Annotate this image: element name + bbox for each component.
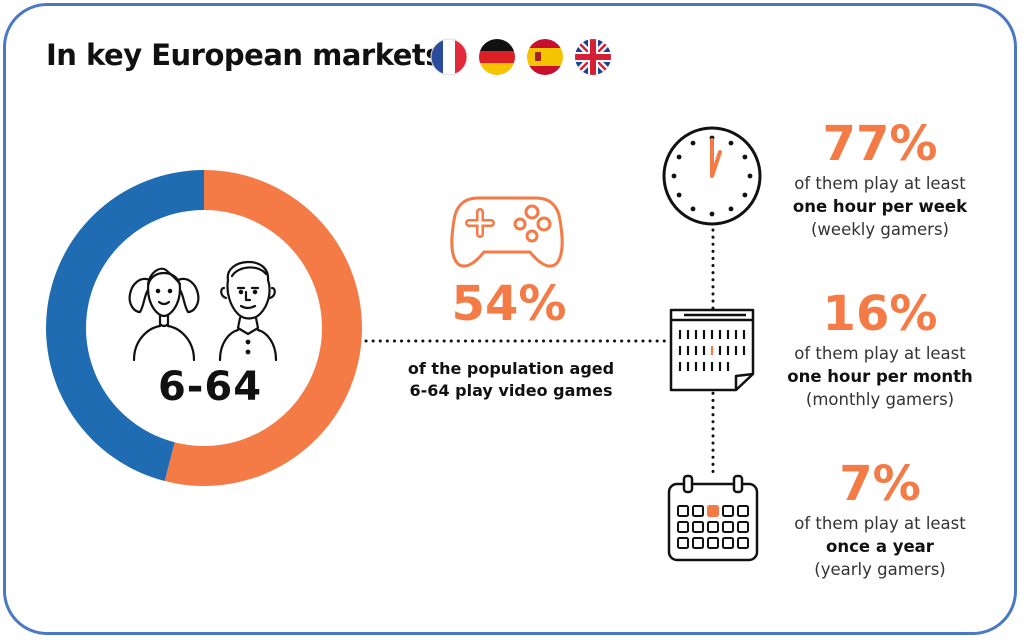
main-description: of the population aged 6-64 play video g…: [407, 359, 615, 400]
clock-tick: [671, 173, 677, 179]
clock-tick: [728, 206, 734, 212]
calendar-day-cell: [677, 505, 689, 517]
spain-flag-icon: [527, 39, 563, 75]
page-title: In key European markets: [46, 38, 443, 72]
clock-tick: [742, 154, 748, 160]
yearly-note: (yearly gamers): [814, 560, 946, 579]
germany-flag-icon: [479, 39, 515, 75]
calendar-day-cell: [737, 521, 749, 533]
calendar-day-cell: [692, 521, 704, 533]
clock-tick: [709, 211, 715, 217]
main-percentage: 54%: [451, 276, 567, 332]
clock-tick: [690, 140, 696, 146]
weekly-stat: 77% of them play at least one hour per w…: [770, 118, 990, 241]
clock-tick: [728, 140, 734, 146]
man-icon: [218, 260, 278, 362]
card-frame: [3, 3, 1017, 635]
calendar-day-cell: [677, 521, 689, 533]
uk-flag-icon: [575, 39, 611, 75]
clock-tick: [747, 173, 753, 179]
calendar-day-cell: [737, 537, 749, 549]
monthly-frequency: one hour per month: [787, 367, 973, 386]
yearly-percentage: 7%: [839, 456, 921, 512]
horizontal-connector: [364, 339, 672, 343]
calendar-day-cell: [707, 537, 719, 549]
calendar-day-cell: [677, 537, 689, 549]
calendar-day-cell: [722, 521, 734, 533]
calendar-day-cell: [707, 505, 719, 517]
yearly-frequency: once a year: [826, 537, 934, 556]
monthly-stat: 16% of them play at least one hour per m…: [770, 288, 990, 411]
clock-tick: [676, 192, 682, 198]
tear-off-calendar-icon: [669, 308, 755, 392]
gamepad-icon: [450, 196, 564, 268]
calendar-day-cell: [737, 505, 749, 517]
calendar-day-cell: [722, 505, 734, 517]
monthly-note: (monthly gamers): [805, 390, 955, 409]
calendar-day-cell: [692, 505, 704, 517]
weekly-note: (weekly gamers): [810, 220, 949, 239]
clock-tick: [676, 154, 682, 160]
calendar-icon: [667, 474, 759, 562]
donut-slice-1: [46, 170, 204, 482]
yearly-stat: 7% of them play at least once a year (ye…: [770, 458, 990, 581]
weekly-percentage: 77%: [822, 116, 938, 172]
france-flag-icon: [430, 38, 468, 76]
people-illustration: [128, 260, 278, 362]
clock-icon: [662, 126, 762, 226]
calendar-day-cell: [722, 537, 734, 549]
monthly-line: of them play at least: [794, 344, 966, 363]
yearly-line: of them play at least: [794, 514, 966, 533]
donut-slice-0: [164, 170, 362, 486]
weekly-line: of them play at least: [794, 174, 966, 193]
calendar-day-cell: [692, 537, 704, 549]
clock-tick: [742, 192, 748, 198]
weekly-frequency: one hour per week: [792, 197, 968, 216]
monthly-percentage: 16%: [822, 286, 938, 342]
girl-icon: [128, 267, 200, 362]
donut-chart: [46, 170, 362, 486]
calendar-day-cell: [707, 521, 719, 533]
vertical-connector: [711, 228, 715, 478]
clock-tick: [690, 206, 696, 212]
age-range-label: 6-64: [157, 364, 263, 410]
